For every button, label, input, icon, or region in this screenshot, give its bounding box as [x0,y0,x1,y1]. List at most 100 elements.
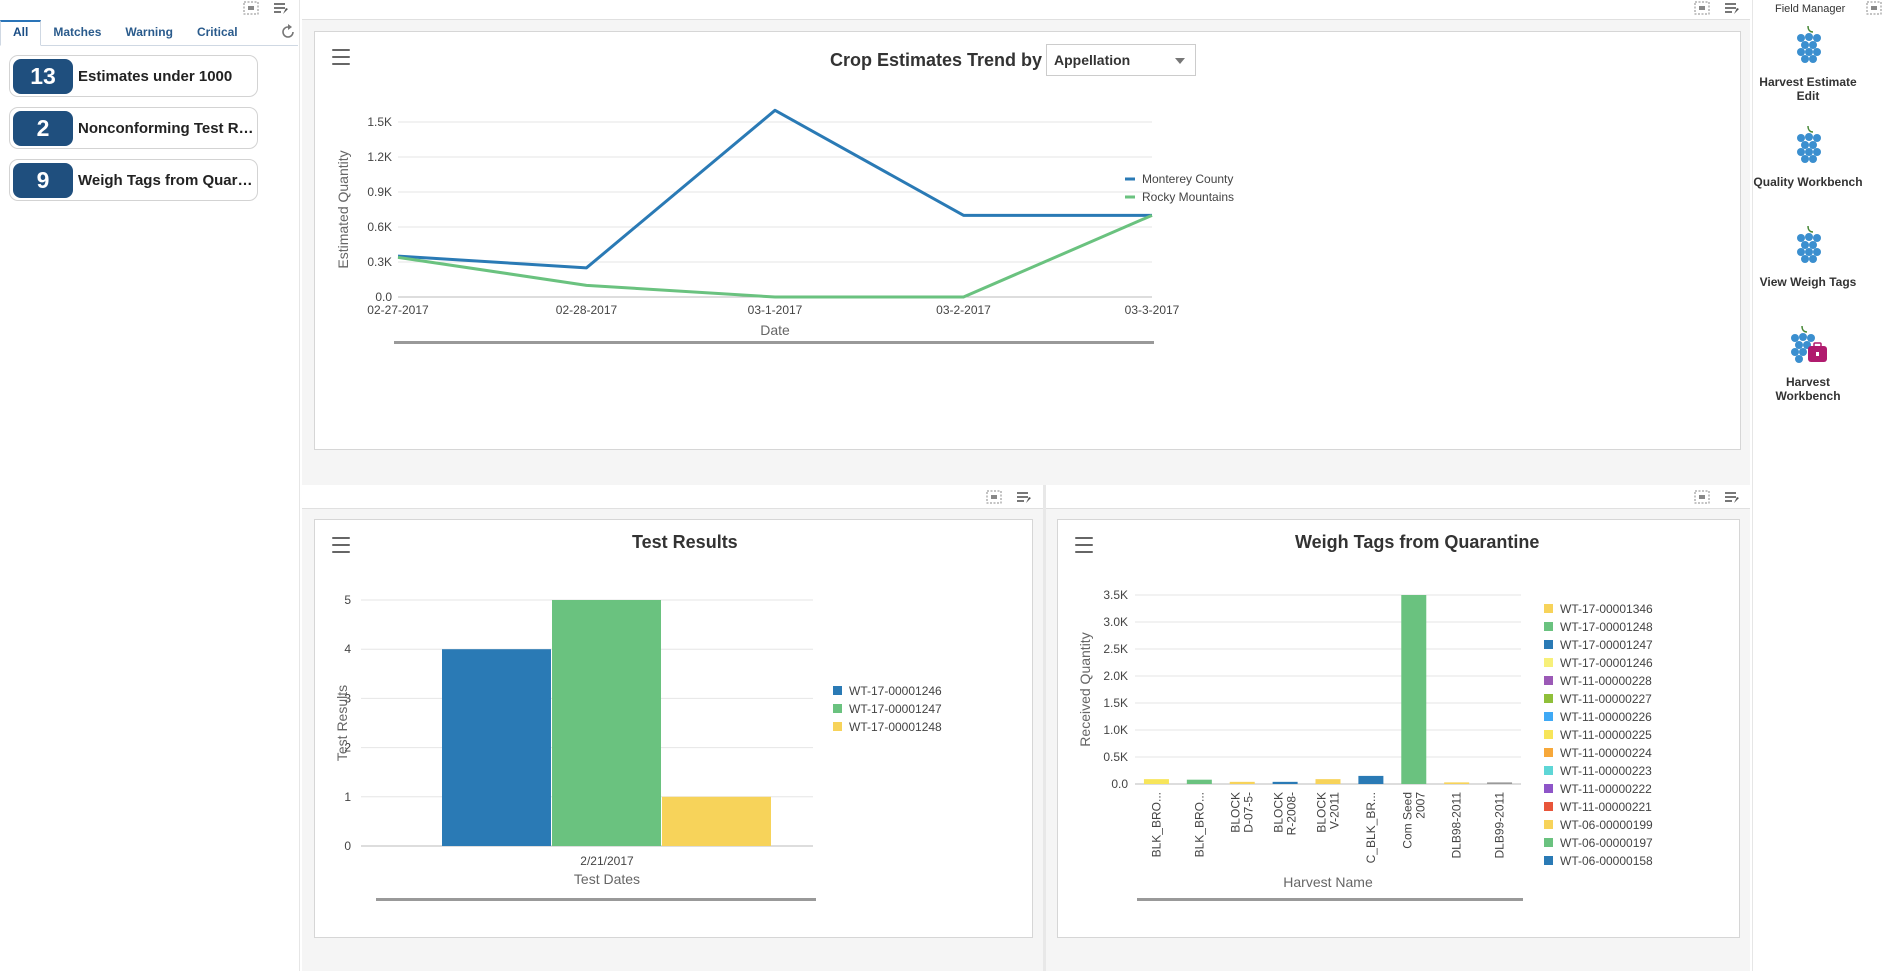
grapes-icon [1791,125,1825,171]
field-manager-pane [1752,0,1897,971]
legend-label: WT-11-00000221 [1560,800,1652,814]
series-line [397,108,1152,270]
series-line [397,213,1153,299]
pane-toolbar [243,1,289,15]
y-tick-label: 0.6K [367,220,392,234]
legend-swatch [1544,622,1553,631]
maximize-icon[interactable] [1866,1,1882,15]
test-panel-toolbar [986,490,1032,504]
y-tick-label: 0.9K [367,185,392,199]
x-tick-label: 03-2-2017 [936,303,991,317]
bar [1358,775,1384,784]
legend-label: WT-06-00000197 [1560,836,1653,850]
y-tick-label: 0.3K [367,255,392,269]
top-panel-strip [302,0,1750,20]
legend-label: WT-17-00001346 [1560,602,1653,616]
appellation-select[interactable]: Appellation [1046,44,1196,76]
field-manager-item-harvest-workbench[interactable]: Harvest Workbench [1752,325,1864,403]
watchlist-card[interactable]: 9 Weigh Tags from Quara... [9,159,258,201]
x-tick-label: BLK_BRO... [1192,792,1206,857]
test-results-panel [314,519,1033,938]
chart-menu-icon[interactable] [332,49,350,65]
tab-warning[interactable]: Warning [125,24,173,39]
bar [1272,781,1298,784]
chart-menu-icon[interactable] [1075,537,1093,553]
refresh-icon[interactable] [280,24,296,40]
chart-menu-icon[interactable] [332,537,350,553]
watchlist-card-label: Weigh Tags from Quara... [78,171,256,189]
y-tick-label: 2 [344,741,351,755]
maximize-icon[interactable] [986,490,1002,504]
y-tick-label: 2.0K [1103,669,1128,683]
field-manager-item-label: Harvest Workbench [1775,375,1841,403]
y-tick-label: 1.0K [1103,723,1128,737]
legend-label: WT-17-00001248 [849,720,942,734]
y-tick-label: 4 [344,642,351,656]
grapes-icon [1791,225,1825,271]
watchlist-card-label: Nonconforming Test Re... [78,119,256,137]
legend-swatch [1544,712,1553,721]
legend-swatch [833,722,842,731]
bar [552,600,661,846]
legend-label: WT-17-00001246 [1560,656,1653,670]
watchlist-count-badge: 2 [13,110,73,146]
personalize-icon[interactable] [273,1,289,15]
tab-critical[interactable]: Critical [196,24,238,39]
x-tick-label: V-2011 [1328,792,1342,829]
x-tick-label: 2/21/2017 [580,854,634,868]
x-tick-label: R-2008- [1285,792,1299,835]
watchlist-count-badge: 13 [13,58,73,94]
tab-all[interactable]: All [0,20,42,46]
watchlist-card[interactable]: 13 Estimates under 1000 [9,55,258,97]
y-axis-title: Test Results [334,685,350,761]
y-tick-label: 0.0 [375,290,392,304]
chart-scrollbar [1137,898,1523,901]
watchlist-card[interactable]: 2 Nonconforming Test Re... [9,107,258,149]
legend-swatch [1544,694,1553,703]
tab-matches[interactable]: Matches [53,24,102,39]
y-tick-label: 3 [344,691,351,705]
y-tick-label: 1 [344,790,351,804]
personalize-icon[interactable] [1724,490,1740,504]
y-tick-label: 2.5K [1103,642,1128,656]
bar [662,796,771,846]
x-tick-label: DLB99-2011 [1493,792,1507,859]
maximize-icon[interactable] [1694,490,1710,504]
legend-label: WT-17-00001247 [849,702,942,716]
legend-label: WT-17-00001247 [1560,638,1653,652]
legend-label: WT-06-00000199 [1560,818,1653,832]
maximize-icon[interactable] [1694,1,1710,15]
chart-title: Crop Estimates Trend by [830,50,1043,70]
crop-estimates-chart: 0.0 0.3K 0.6K 0.9K 1.2K 1.5K 02-27-2017 02-28-2… [335,108,1234,344]
bar [1444,782,1470,784]
legend-swatch [1544,658,1553,667]
bar [1186,779,1212,784]
legend-swatch [1544,856,1553,865]
select-value: Appellation [1054,52,1131,68]
personalize-icon[interactable] [1724,1,1740,15]
y-tick-label: 0.5K [1103,750,1128,764]
personalize-icon[interactable] [1016,490,1032,504]
weigh-tags-panel [1057,519,1740,938]
legend-swatch [1544,730,1553,739]
field-manager-item-harvest-estimate-edit[interactable]: Harvest Estimate Edit [1752,25,1864,103]
field-manager-item-view-weigh-tags[interactable]: View Weigh Tags [1752,225,1864,289]
watchlist-pane: All Matches Warning Critical 13 Estimate… [0,0,300,971]
legend-label: WT-11-00000222 [1560,782,1652,796]
legend-swatch [1544,802,1553,811]
x-tick-label: BLOCK [1229,792,1243,833]
test-results-chart: 0 1 2 3 4 5 WT-17-00001246 WT-17-00001247 WT-17-… [334,593,942,901]
legend-label: WT-11-00000225 [1560,728,1652,742]
x-tick-label: D-07-5- [1242,792,1256,833]
crop-estimates-panel [314,31,1741,450]
field-manager-item-quality-workbench[interactable]: Quality Workbench [1752,125,1864,189]
legend-label: Rocky Mountains [1142,190,1234,204]
x-tick-label: BLOCK [1315,792,1329,833]
x-tick-label: C_BLK_BR... [1364,792,1378,863]
legend-label: WT-11-00000228 [1560,674,1652,688]
maximize-icon[interactable] [243,1,259,15]
x-tick-label: 02-28-2017 [556,303,618,317]
x-tick-label: BLOCK [1272,792,1286,833]
y-axis-title: Estimated Quantity [335,150,351,268]
y-tick-label: 3.5K [1103,588,1128,602]
